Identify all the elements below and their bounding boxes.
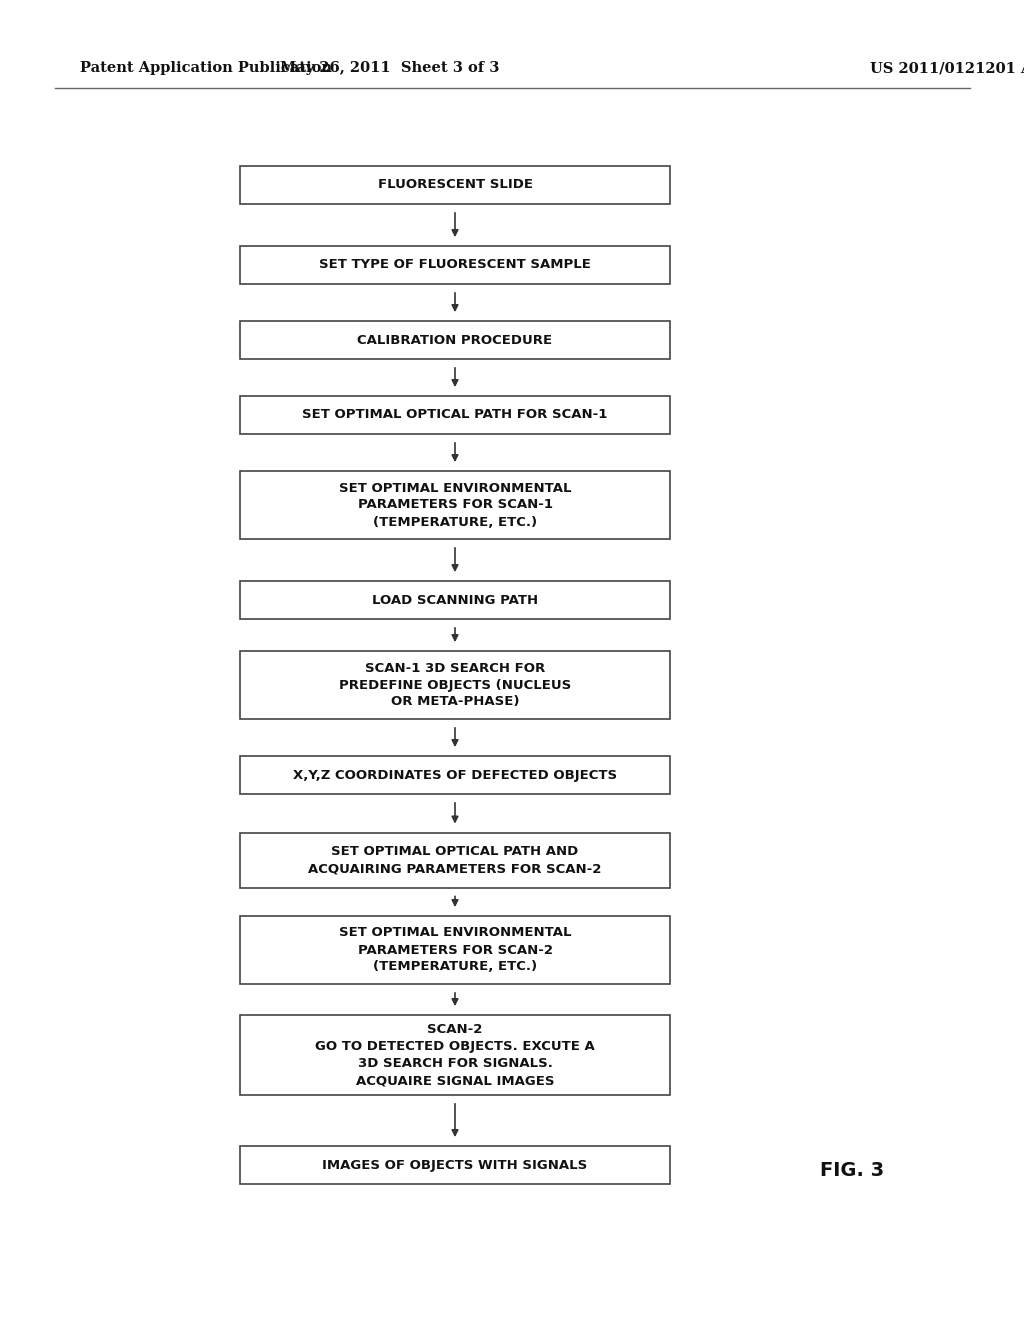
Text: SCAN-1 3D SEARCH FOR
PREDEFINE OBJECTS (NUCLEUS
OR META-PHASE): SCAN-1 3D SEARCH FOR PREDEFINE OBJECTS (…	[339, 661, 571, 709]
Bar	[240, 396, 670, 434]
Bar	[240, 581, 670, 619]
Text: SCAN-2
GO TO DETECTED OBJECTS. EXCUTE A
3D SEARCH FOR SIGNALS.
ACQUAIRE SIGNAL I: SCAN-2 GO TO DETECTED OBJECTS. EXCUTE A …	[315, 1023, 595, 1086]
Text: SET OPTIMAL ENVIRONMENTAL
PARAMETERS FOR SCAN-2
(TEMPERATURE, ETC.): SET OPTIMAL ENVIRONMENTAL PARAMETERS FOR…	[339, 927, 571, 974]
Text: IMAGES OF OBJECTS WITH SIGNALS: IMAGES OF OBJECTS WITH SIGNALS	[323, 1159, 588, 1172]
Bar	[240, 833, 670, 887]
Text: FIG. 3: FIG. 3	[820, 1160, 884, 1180]
Bar	[240, 756, 670, 795]
Text: SET OPTIMAL ENVIRONMENTAL
PARAMETERS FOR SCAN-1
(TEMPERATURE, ETC.): SET OPTIMAL ENVIRONMENTAL PARAMETERS FOR…	[339, 482, 571, 528]
Bar	[240, 246, 670, 284]
Text: CALIBRATION PROCEDURE: CALIBRATION PROCEDURE	[357, 334, 553, 346]
Text: SET TYPE OF FLUORESCENT SAMPLE: SET TYPE OF FLUORESCENT SAMPLE	[319, 259, 591, 272]
Text: LOAD SCANNING PATH: LOAD SCANNING PATH	[372, 594, 538, 606]
Text: SET OPTIMAL OPTICAL PATH AND
ACQUAIRING PARAMETERS FOR SCAN-2: SET OPTIMAL OPTICAL PATH AND ACQUAIRING …	[308, 845, 602, 875]
Text: US 2011/0121201 A1: US 2011/0121201 A1	[870, 61, 1024, 75]
Bar	[240, 166, 670, 205]
Text: X,Y,Z COORDINATES OF DEFECTED OBJECTS: X,Y,Z COORDINATES OF DEFECTED OBJECTS	[293, 768, 617, 781]
Bar	[240, 1015, 670, 1096]
Text: SET OPTIMAL OPTICAL PATH FOR SCAN-1: SET OPTIMAL OPTICAL PATH FOR SCAN-1	[302, 408, 607, 421]
Text: May 26, 2011  Sheet 3 of 3: May 26, 2011 Sheet 3 of 3	[281, 61, 500, 75]
Bar	[240, 916, 670, 983]
Bar	[240, 321, 670, 359]
Bar	[240, 1146, 670, 1184]
Bar	[240, 471, 670, 539]
Bar	[240, 651, 670, 719]
Text: FLUORESCENT SLIDE: FLUORESCENT SLIDE	[378, 178, 532, 191]
Text: Patent Application Publication: Patent Application Publication	[80, 61, 332, 75]
